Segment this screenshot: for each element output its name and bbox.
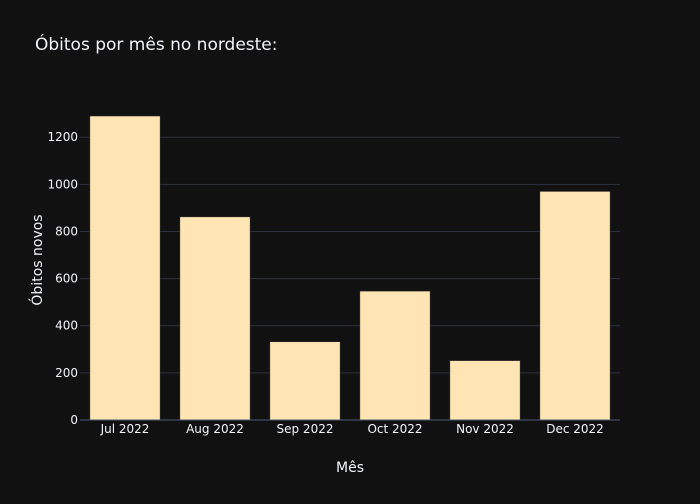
bar-aug-2022[interactable]: [179, 216, 251, 421]
y-tick-label: 1000: [47, 177, 78, 191]
y-axis-title: Óbitos novos: [28, 214, 46, 305]
y-tick-label: 800: [55, 224, 78, 238]
y-tick-label: 400: [55, 319, 78, 333]
y-tick-label: 600: [55, 272, 78, 286]
x-tick-label: Dec 2022: [546, 422, 604, 436]
x-tick-label: Sep 2022: [277, 422, 334, 436]
bar-oct-2022[interactable]: [359, 290, 431, 421]
x-tick-labels: Jul 2022 Aug 2022 Sep 2022 Oct 2022 Nov 2022…: [100, 422, 604, 436]
x-tick-label: Jul 2022: [100, 422, 150, 436]
bar-nov-2022[interactable]: [449, 360, 521, 421]
x-tick-label: Oct 2022: [367, 422, 422, 436]
y-tick-label: 200: [55, 366, 78, 380]
y-tick-label: 0: [70, 413, 78, 427]
chart-title: Óbitos por mês no nordeste:: [35, 33, 278, 55]
grid-lines: [80, 136, 620, 374]
x-axis-title: Mês: [336, 460, 364, 476]
bars: [89, 115, 611, 421]
bar-dec-2022[interactable]: [539, 191, 611, 421]
x-tick-label: Aug 2022: [186, 422, 244, 436]
bar-jul-2022[interactable]: [89, 115, 161, 421]
x-tick-label: Nov 2022: [456, 422, 514, 436]
bar-sep-2022[interactable]: [269, 341, 341, 421]
y-tick-label: 1200: [47, 130, 78, 144]
y-tick-labels: 0 200 400 600 800 1000 1200: [47, 130, 78, 427]
